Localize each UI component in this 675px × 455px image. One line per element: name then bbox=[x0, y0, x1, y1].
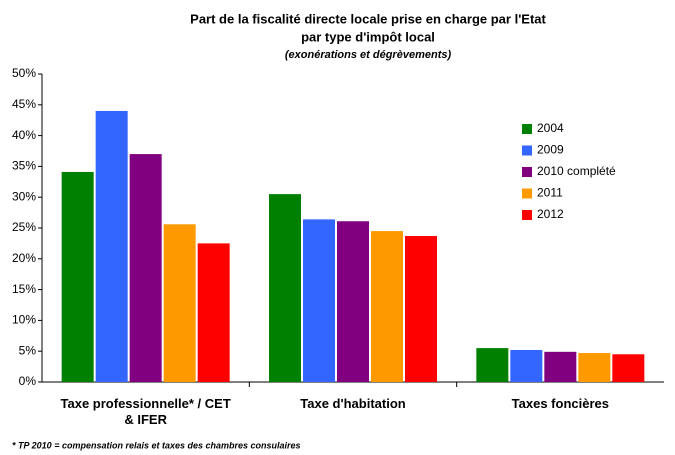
chart-title: par type d'impôt local bbox=[301, 29, 435, 44]
bar bbox=[129, 154, 162, 382]
bar bbox=[578, 353, 611, 382]
legend-swatch bbox=[522, 145, 532, 156]
x-tick-label: Taxe d'habitation bbox=[300, 396, 406, 411]
legend-label: 2009 bbox=[537, 143, 564, 157]
chart-subtitle: (exonérations et dégrèvements) bbox=[285, 49, 452, 61]
bar bbox=[612, 354, 645, 382]
bar bbox=[61, 171, 94, 382]
bar bbox=[371, 231, 403, 382]
bar bbox=[269, 194, 301, 382]
bar bbox=[95, 110, 128, 383]
x-tick-label: Taxe professionnelle* / CET & IFER bbox=[60, 396, 231, 427]
bar bbox=[405, 236, 437, 382]
y-tick-label: 40% bbox=[12, 128, 36, 142]
y-tick-label: 50% bbox=[12, 66, 36, 80]
y-tick-label: 35% bbox=[12, 159, 36, 173]
bar bbox=[544, 351, 577, 382]
y-tick-label: 0% bbox=[19, 374, 37, 388]
y-tick-label: 15% bbox=[12, 282, 36, 296]
y-tick-label: 25% bbox=[12, 220, 36, 234]
legend-label: 2012 bbox=[537, 207, 564, 221]
bar bbox=[337, 221, 369, 382]
legend-label: 2011 bbox=[537, 186, 563, 200]
legend-label: 2004 bbox=[537, 121, 564, 135]
y-tick-label: 10% bbox=[12, 313, 36, 327]
x-tick-label: Taxes foncières bbox=[511, 396, 609, 411]
y-tick-label: 45% bbox=[12, 97, 36, 111]
bar bbox=[163, 224, 196, 382]
y-tick-label: 5% bbox=[19, 343, 37, 357]
legend-label: 2010 complété bbox=[537, 164, 616, 178]
chart-title: Part de la fiscalité directe locale pris… bbox=[190, 11, 546, 26]
legend-swatch bbox=[522, 210, 532, 220]
y-tick-label: 20% bbox=[12, 251, 36, 265]
bar bbox=[197, 243, 230, 382]
legend-swatch bbox=[522, 167, 532, 177]
legend-swatch bbox=[522, 124, 532, 134]
bar bbox=[510, 349, 543, 382]
bar bbox=[476, 348, 509, 382]
footnote: * TP 2010 = compensation relais et taxes… bbox=[12, 440, 301, 450]
legend-swatch bbox=[522, 188, 532, 199]
bar bbox=[303, 219, 335, 382]
y-tick-label: 30% bbox=[12, 189, 36, 203]
